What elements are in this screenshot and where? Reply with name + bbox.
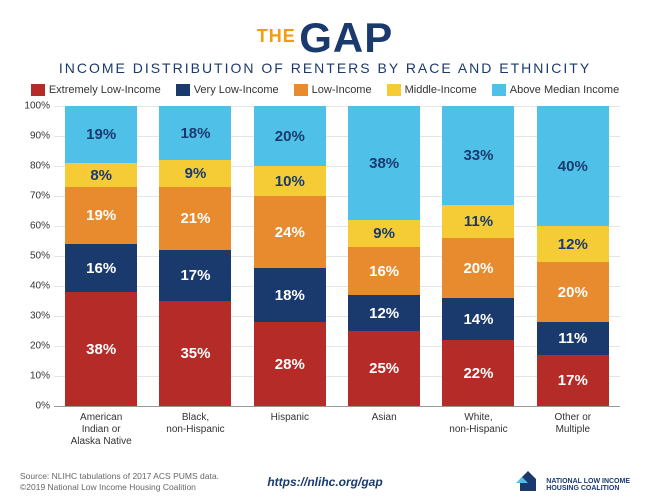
source-line2: ©2019 National Low Income Housing Coalit…	[20, 482, 219, 493]
y-axis-label: 40%	[20, 281, 50, 292]
y-axis-label: 10%	[20, 371, 50, 382]
legend-item: Extremely Low-Income	[31, 84, 161, 96]
bar-segment: 38%	[348, 106, 420, 220]
gridline	[54, 406, 620, 407]
y-axis-label: 60%	[20, 221, 50, 232]
bar-segment: 20%	[442, 238, 514, 298]
bar-segment: 17%	[537, 355, 609, 406]
category-labels: American Indian orAlaska Native Black,non…	[54, 412, 620, 448]
bar-segment: 19%	[65, 106, 137, 163]
category-label: Other orMultiple	[537, 412, 609, 448]
category-label: Asian	[348, 412, 420, 448]
legend-item: Middle-Income	[387, 84, 477, 96]
y-axis-label: 80%	[20, 161, 50, 172]
bar: 38%16%19%8%19%	[65, 106, 137, 406]
category-label: White,non-Hispanic	[442, 412, 514, 448]
y-axis-label: 100%	[20, 101, 50, 112]
bar-segment: 28%	[254, 322, 326, 406]
legend-swatch	[176, 84, 190, 96]
legend-swatch	[492, 84, 506, 96]
bar-segment: 24%	[254, 196, 326, 268]
bar-segment: 22%	[442, 340, 514, 406]
y-axis-label: 90%	[20, 131, 50, 142]
bar-segment: 16%	[65, 244, 137, 292]
bar-segment: 33%	[442, 106, 514, 205]
category-label: Hispanic	[254, 412, 326, 448]
bar: 17%11%20%12%40%	[537, 106, 609, 406]
category-label: American Indian orAlaska Native	[65, 412, 137, 448]
bar-segment: 40%	[537, 106, 609, 226]
y-axis-label: 50%	[20, 251, 50, 262]
bar-segment: 11%	[442, 205, 514, 238]
bar-segment: 8%	[65, 163, 137, 187]
bar-segment: 17%	[159, 250, 231, 301]
logo-gap: GAP	[299, 14, 393, 62]
y-axis-label: 30%	[20, 311, 50, 322]
bar-segment: 35%	[159, 301, 231, 406]
legend-swatch	[294, 84, 308, 96]
bar: 35%17%21%9%18%	[159, 106, 231, 406]
bar-segment: 21%	[159, 187, 231, 250]
legend: Extremely Low-Income Very Low-Income Low-I…	[20, 84, 630, 96]
house-icon	[514, 469, 542, 493]
legend-label: Low-Income	[312, 84, 372, 96]
legend-swatch	[387, 84, 401, 96]
legend-item: Very Low-Income	[176, 84, 279, 96]
legend-label: Extremely Low-Income	[49, 84, 161, 96]
source-text: Source: NLIHC tabulations of 2017 ACS PU…	[20, 471, 219, 493]
bar-segment: 18%	[254, 268, 326, 322]
org-logo: NATIONAL LOW INCOME HOUSING COALITION	[514, 469, 630, 493]
legend-item: Low-Income	[294, 84, 372, 96]
bar-segment: 12%	[537, 226, 609, 262]
chart-title: INCOME DISTRIBUTION OF RENTERS BY RACE A…	[20, 60, 630, 76]
legend-label: Middle-Income	[405, 84, 477, 96]
y-axis-label: 20%	[20, 341, 50, 352]
bar-segment: 11%	[537, 322, 609, 355]
org-name: NATIONAL LOW INCOME HOUSING COALITION	[546, 478, 630, 493]
bar-segment: 19%	[65, 187, 137, 244]
bar-segment: 12%	[348, 295, 420, 331]
bar-segment: 16%	[348, 247, 420, 295]
y-axis-label: 70%	[20, 191, 50, 202]
brand-logo: THE GAP	[20, 14, 630, 62]
bar: 25%12%16%9%38%	[348, 106, 420, 406]
bar-segment: 10%	[254, 166, 326, 196]
bar-segment: 20%	[537, 262, 609, 322]
bar-segment: 38%	[65, 292, 137, 406]
bar-segment: 9%	[159, 160, 231, 187]
stacked-bar-chart: 0%10%20%30%40%50%60%70%80%90%100% 38%16%…	[54, 106, 620, 406]
legend-swatch	[31, 84, 45, 96]
bar-segment: 25%	[348, 331, 420, 406]
logo-the: THE	[257, 26, 296, 47]
source-line1: Source: NLIHC tabulations of 2017 ACS PU…	[20, 471, 219, 482]
category-label: Black,non-Hispanic	[159, 412, 231, 448]
legend-label: Above Median Income	[510, 84, 619, 96]
bar: 28%18%24%10%20%	[254, 106, 326, 406]
bar-segment: 20%	[254, 106, 326, 166]
legend-label: Very Low-Income	[194, 84, 279, 96]
bar: 22%14%20%11%33%	[442, 106, 514, 406]
bar-segment: 18%	[159, 106, 231, 160]
bar-segment: 9%	[348, 220, 420, 247]
url-link[interactable]: https://nlihc.org/gap	[267, 475, 382, 489]
legend-item: Above Median Income	[492, 84, 619, 96]
bar-segment: 14%	[442, 298, 514, 340]
y-axis-label: 0%	[20, 401, 50, 412]
